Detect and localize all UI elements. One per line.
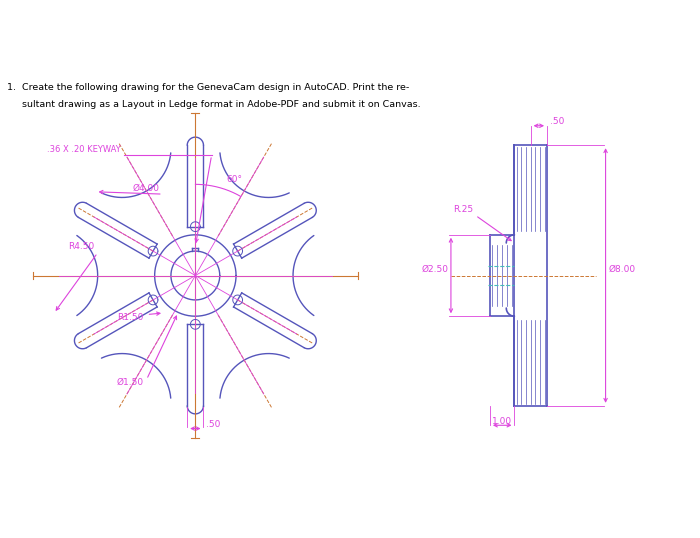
Text: Ø8.00: Ø8.00 (608, 265, 636, 274)
Text: .50: .50 (206, 420, 220, 429)
Text: R.25: R.25 (454, 204, 474, 214)
Text: .50: .50 (550, 117, 564, 126)
Text: Ø1.50: Ø1.50 (116, 378, 144, 387)
Text: .36 X .20 KEYWAY: .36 X .20 KEYWAY (47, 145, 120, 154)
Text: Ø2.50: Ø2.50 (421, 265, 448, 274)
Text: 60°: 60° (227, 175, 243, 185)
Text: R4.50: R4.50 (68, 242, 95, 251)
Text: R1.50: R1.50 (117, 313, 144, 322)
Text: Ø4.00: Ø4.00 (132, 183, 160, 193)
Text: 1.00: 1.00 (492, 416, 512, 426)
Text: 1.  Create the following drawing for the GenevaCam design in AutoCAD. Print the : 1. Create the following drawing for the … (6, 83, 409, 93)
Text: sultant drawing as a Layout in Ledge format in Adobe-PDF and submit it on Canvas: sultant drawing as a Layout in Ledge for… (6, 100, 420, 109)
